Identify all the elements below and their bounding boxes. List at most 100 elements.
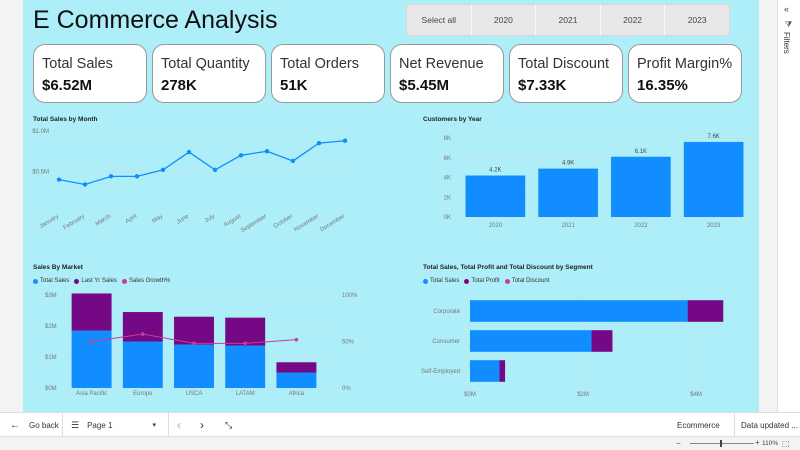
customers-by-year-chart[interactable]: 0K 2K 4K 6K 8K 4.2K 2020 4.9K 2021 6.1K 2022 7.6K 20… (413, 124, 753, 234)
kpi-card-profit-margin[interactable]: Profit Margin% 16.35% (628, 44, 742, 103)
y2-tick-label: 100% (342, 293, 358, 299)
data-updated-status[interactable]: Data updated ... (734, 413, 798, 437)
bar-last-yr-sales (174, 316, 214, 345)
x-tick-label: June (176, 213, 191, 225)
canvas-gutter (759, 0, 777, 412)
legend-dot (74, 278, 80, 284)
report-canvas: E Commerce Analysis Select all 2020 2021… (23, 0, 759, 412)
x-tick-label: February (63, 214, 87, 232)
kpi-label: Total Discount (518, 56, 610, 72)
kpi-value: 16.35% (637, 77, 688, 94)
bar-customers (465, 175, 526, 217)
x-tick-label: July (204, 214, 216, 225)
data-point (82, 182, 88, 187)
zoom-in-button[interactable]: + (755, 438, 760, 447)
legend-item[interactable]: Total Sales (423, 278, 459, 284)
data-point (56, 177, 62, 182)
previous-page-button[interactable]: ‹ (168, 413, 181, 437)
bar-total-sales (174, 344, 214, 388)
x-tick-label: April (125, 214, 138, 225)
kpi-value: $5.45M (399, 77, 450, 94)
data-point (342, 138, 348, 143)
bar-total-sales (276, 372, 317, 388)
data-point (294, 337, 299, 342)
kpi-card-total-quantity[interactable]: Total Quantity 278K (152, 44, 266, 103)
next-page-button[interactable]: › (200, 413, 204, 437)
y-tick-label: 6K (444, 156, 451, 162)
kpi-card-total-discount[interactable]: Total Discount $7.33K (509, 44, 623, 103)
y-tick-label: $1M (45, 355, 57, 361)
zoom-out-button[interactable]: − (676, 439, 681, 448)
kpi-card-total-sales[interactable]: Total Sales $6.52M (33, 44, 147, 103)
ecommerce-label: Ecommerce (677, 420, 720, 430)
go-back-button[interactable]: ← Go back (10, 413, 59, 437)
fit-page-icon[interactable]: ⬚ (782, 439, 790, 448)
y-tick-label: $0M (45, 386, 57, 392)
bar-total-profit (591, 330, 613, 352)
bar-total-profit (499, 360, 506, 382)
kpi-card-total-orders[interactable]: Total Orders 51K (271, 44, 385, 103)
kpi-label: Total Sales (42, 56, 113, 72)
legend-item[interactable]: Sales Growth% (121, 278, 171, 284)
zoom-slider-thumb[interactable] (720, 440, 722, 447)
x-tick-label: $2M (577, 392, 589, 398)
kpi-label: Total Orders (280, 56, 359, 72)
chevron-left-icon[interactable]: « (784, 4, 790, 14)
legend-item[interactable]: Total Sales (33, 278, 69, 284)
ecommerce-tab[interactable]: Ecommerce (677, 413, 720, 437)
x-tick-label: USCA (186, 391, 203, 397)
bar-total-sales (470, 360, 500, 382)
collapse-arrows-icon: ⤡ (225, 419, 233, 430)
data-point (212, 167, 218, 173)
chevron-left-icon: ‹ (177, 418, 181, 432)
data-point (89, 339, 94, 344)
data-point (134, 174, 140, 179)
data-point (186, 149, 192, 155)
kpi-value: 278K (161, 77, 197, 94)
y-tick-label: $0.5M (32, 170, 49, 176)
x-tick-label: March (95, 214, 112, 228)
data-point (238, 153, 244, 158)
filters-pane[interactable]: « ⧩ Filters (777, 0, 800, 412)
slicer-option-2020[interactable]: 2020 (472, 5, 537, 35)
x-tick-label: August (223, 213, 242, 228)
bar-last-yr-sales (225, 317, 266, 346)
y-tick-label: Corporate (433, 309, 460, 315)
y-tick-label: 8K (444, 136, 451, 142)
filters-pane-label[interactable]: Filters (782, 32, 791, 54)
data-point (141, 332, 145, 336)
status-bar: − + 110% ⬚ (0, 436, 800, 450)
bar-customers (538, 168, 598, 217)
segment-legend: Total Sales Total Profit Total Discount (423, 278, 549, 284)
y-tick-label: $1.0M (32, 129, 49, 135)
page-selector[interactable]: ☰ Page 1 ▾ (62, 413, 162, 437)
kpi-card-net-revenue[interactable]: Net Revenue $5.45M (390, 44, 504, 103)
collapse-pages-button[interactable]: ⤡ (225, 413, 232, 437)
kpi-label: Net Revenue (399, 56, 484, 72)
sales-by-month-chart[interactable]: $0.5M $1.0M January February March April May Ju… (23, 124, 363, 234)
legend-label: Sales Growth% (128, 278, 171, 284)
y-tick-label: $3M (45, 293, 57, 299)
bar-total-sales (122, 341, 163, 388)
bar-last-yr-sales (276, 362, 317, 373)
legend-label: Total Sales (430, 278, 460, 284)
year-slicer[interactable]: Select all 2020 2021 2022 2023 (406, 4, 730, 36)
zoom-level[interactable]: 110% (762, 440, 779, 447)
chart-title-customers-by-year: Customers by Year (423, 116, 482, 123)
slicer-option-2022[interactable]: 2022 (601, 5, 666, 35)
legend-item[interactable]: Last Yr Sales (74, 278, 117, 284)
bar-customers (683, 141, 744, 217)
sales-by-market-chart[interactable]: $0M $1M $2M $3M 0% 50% 100% Asia Pacific Europe U… (23, 288, 373, 408)
legend-item[interactable]: Total Discount (504, 278, 549, 284)
footer-bar: ← Go back ☰ Page 1 ▾ ‹ › ⤡ Ecommerce Dat… (0, 412, 800, 437)
bar-total-sales (225, 345, 266, 388)
legend-item[interactable]: Total Profit (464, 278, 500, 284)
x-tick-label: May (151, 214, 164, 225)
segment-chart[interactable]: $0M $2M $4M Corporate Consumer Self-Employed (413, 288, 753, 408)
x-tick-label: 2021 (561, 223, 575, 229)
zoom-slider[interactable] (690, 440, 754, 447)
slicer-option-2023[interactable]: 2023 (687, 15, 707, 25)
data-label: 4.2K (489, 168, 501, 174)
slicer-option-select-all[interactable]: Select all (407, 5, 472, 35)
slicer-option-2021[interactable]: 2021 (536, 5, 601, 35)
